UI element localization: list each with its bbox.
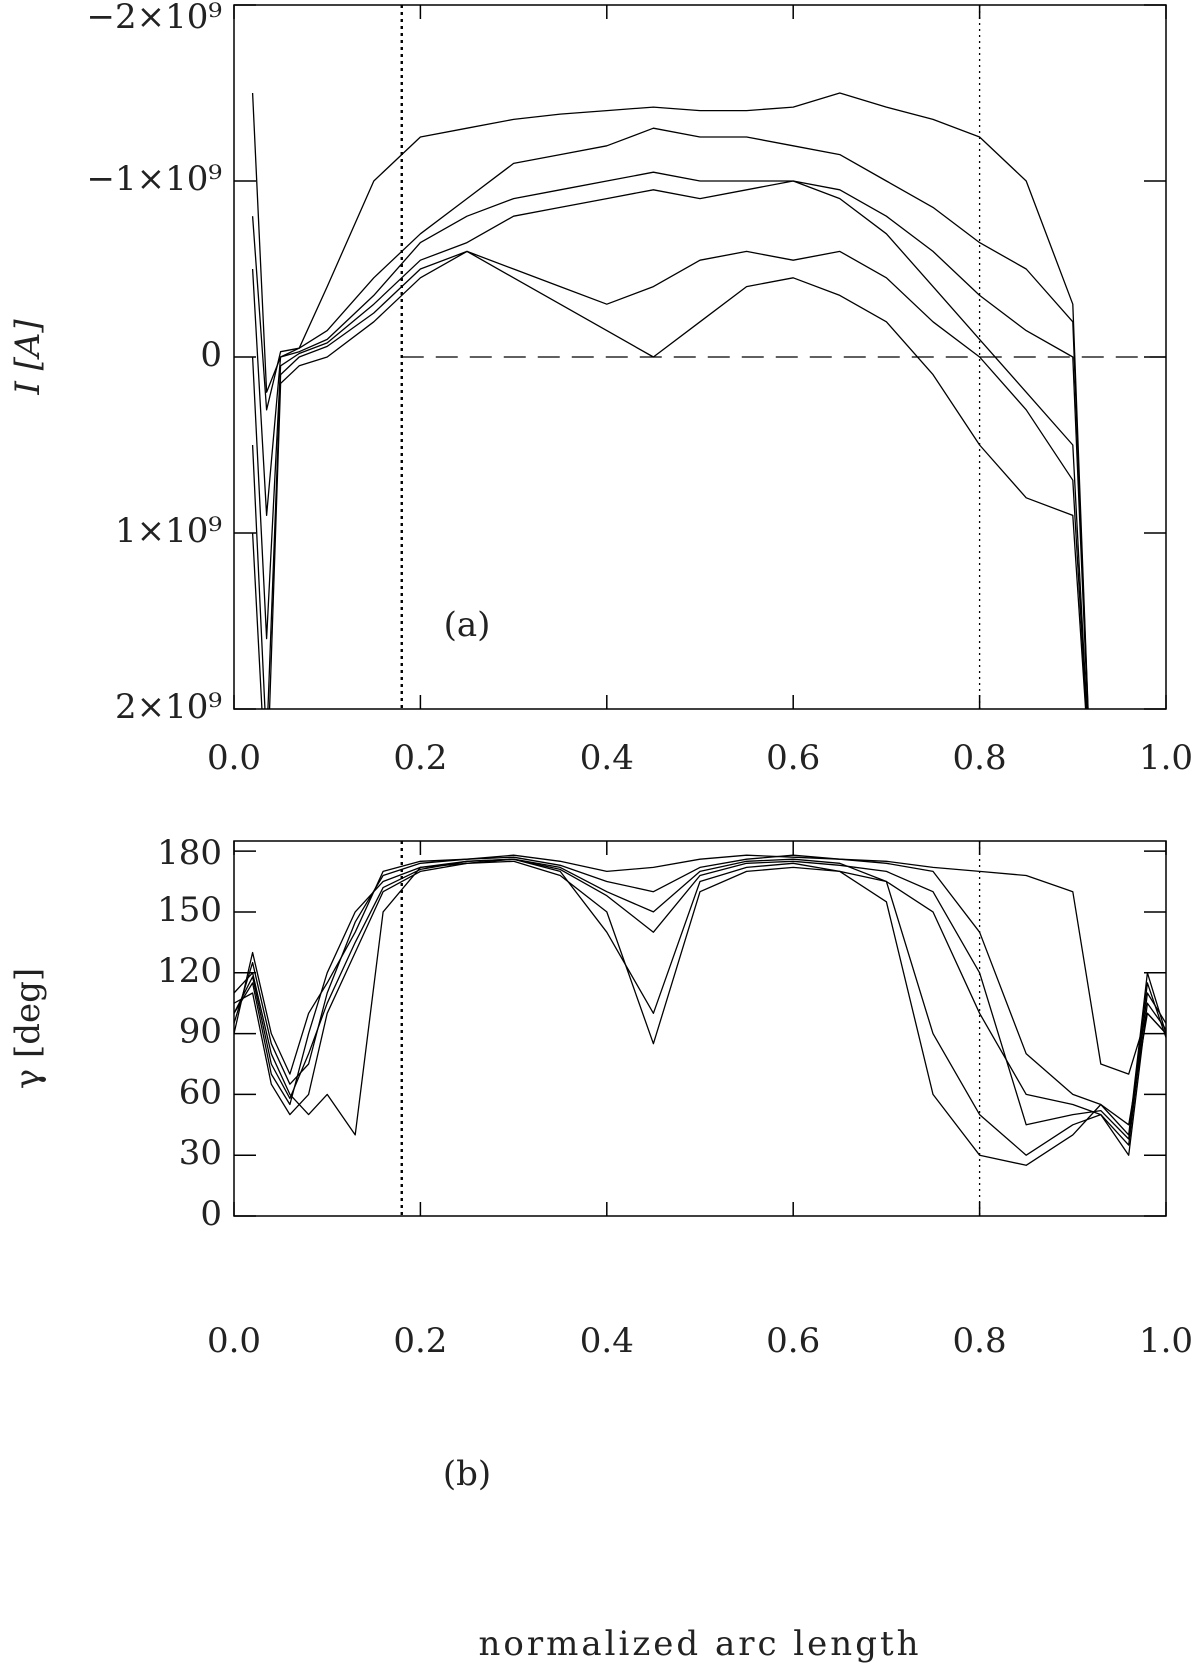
plot-area <box>251 5 1166 709</box>
y-tick-label: 0 <box>200 335 222 375</box>
x-tick-label: 0.4 <box>580 738 634 778</box>
y-tick-label: 1×10⁹ <box>115 511 222 551</box>
plot-area <box>234 841 1166 1216</box>
x-tick-label: 1.0 <box>1139 1321 1193 1361</box>
plot-frame <box>233 840 1167 1217</box>
data-line <box>234 860 1166 1156</box>
y-tick-label: 180 <box>157 833 222 873</box>
x-tick-label: 0.0 <box>207 738 261 778</box>
data-line <box>251 171 1089 709</box>
x-axis-title: normalized arc length <box>478 1624 921 1664</box>
x-tick-label: 0.6 <box>766 1321 820 1361</box>
x-tick-label: 0.6 <box>766 738 820 778</box>
x-tick-label: 0.4 <box>580 1321 634 1361</box>
data-line <box>251 250 1087 709</box>
y-tick-label: 150 <box>157 890 222 930</box>
panel-label: (a) <box>444 605 491 645</box>
y-tick-label: 2×10⁹ <box>115 687 222 727</box>
plot-frame <box>233 4 1167 710</box>
y-tick-label: 30 <box>179 1133 222 1173</box>
data-line <box>251 92 1089 709</box>
x-tick-label: 1.0 <box>1139 738 1193 778</box>
y-axis-title: I [A] <box>8 319 48 396</box>
y-tick-label: −1×10⁹ <box>86 159 222 199</box>
y-tick-label: −2×10⁹ <box>86 0 222 37</box>
x-tick-label: 0.8 <box>953 738 1007 778</box>
x-tick-label: 0.2 <box>393 738 447 778</box>
x-tick-label: 0.8 <box>953 1321 1007 1361</box>
panel-label: (b) <box>443 1454 491 1494</box>
y-tick-label: 90 <box>179 1012 222 1052</box>
data-line <box>251 250 1087 709</box>
x-tick-label: 0.2 <box>393 1321 447 1361</box>
y-tick-label: 0 <box>200 1194 222 1234</box>
y-axis-title: γ [deg] <box>8 968 48 1089</box>
data-line <box>234 858 1166 1146</box>
data-line <box>251 180 1088 709</box>
data-line <box>234 854 1166 1075</box>
data-line <box>234 858 1166 1166</box>
x-tick-label: 0.0 <box>207 1321 261 1361</box>
y-tick-label: 120 <box>157 951 222 991</box>
data-line <box>234 854 1166 1126</box>
y-tick-label: 60 <box>179 1072 222 1112</box>
data-line <box>234 858 1166 1140</box>
data-line <box>251 127 1089 709</box>
